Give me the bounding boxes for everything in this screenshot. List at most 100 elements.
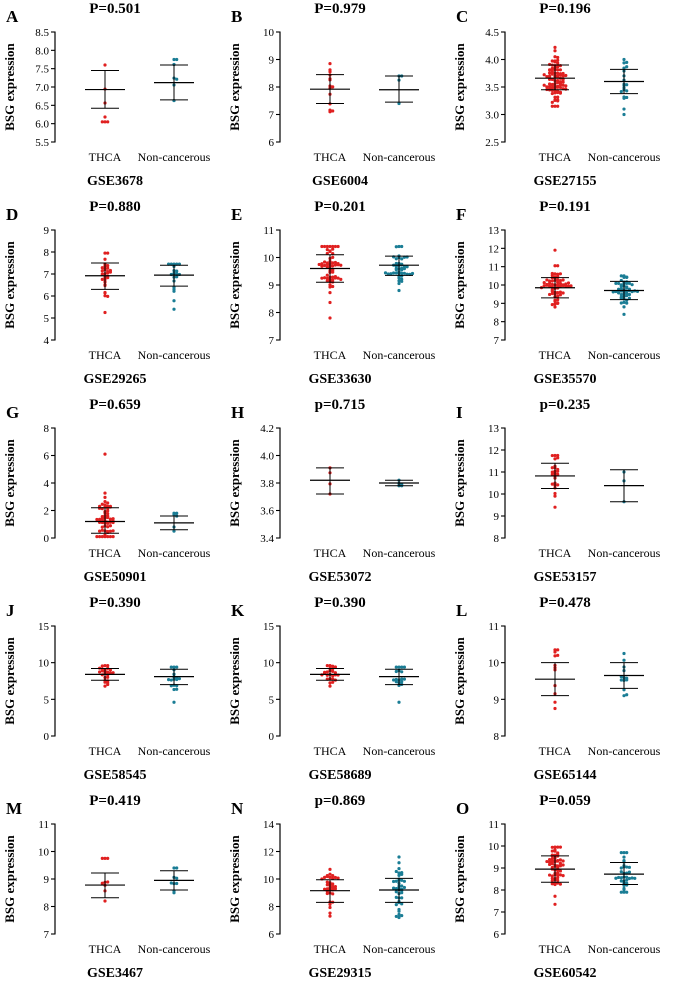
data-point <box>103 664 107 668</box>
data-point <box>397 912 401 917</box>
data-point <box>325 664 329 668</box>
x-category-label: Non-cancerous <box>588 546 661 560</box>
data-point <box>331 278 335 282</box>
y-tick-label: 7 <box>44 269 50 281</box>
data-point <box>106 120 110 124</box>
data-point <box>325 251 329 256</box>
y-tick-label: 10 <box>263 874 275 886</box>
data-point <box>550 845 554 849</box>
data-point <box>95 517 99 522</box>
data-point <box>106 670 110 674</box>
data-point <box>553 848 557 852</box>
data-point <box>622 96 626 100</box>
data-point <box>397 281 401 286</box>
y-tick-label: 6 <box>494 929 500 941</box>
x-category-label: THCA <box>89 546 122 560</box>
data-point <box>328 316 332 320</box>
x-category-label: Non-cancerous <box>138 546 211 560</box>
data-point <box>622 888 626 892</box>
y-tick-label: 13 <box>488 225 500 237</box>
data-point <box>558 85 562 90</box>
x-category-label: Non-cancerous <box>138 348 211 362</box>
dataset-label: GSE6004 <box>312 174 368 189</box>
data-point <box>400 679 404 684</box>
p-value-label: P=0.419 <box>89 793 140 809</box>
y-tick-label: 3.6 <box>260 506 274 518</box>
y-tick-label: 4 <box>44 478 50 490</box>
data-point <box>556 456 560 460</box>
y-tick-label: 15 <box>38 621 50 633</box>
data-point <box>614 281 618 285</box>
data-point <box>553 650 557 654</box>
data-point <box>558 279 562 283</box>
x-category-label: Non-cancerous <box>588 942 661 956</box>
panel-svg: F P=0.191 BSG expression 7 8 9 10 11 12 13 THCA Non… <box>452 199 661 387</box>
data-point <box>622 61 626 65</box>
data-point <box>392 271 396 275</box>
data-point <box>627 296 631 300</box>
data-point <box>328 911 332 915</box>
data-point <box>550 271 554 276</box>
data-point <box>328 867 332 871</box>
data-point <box>569 284 573 288</box>
data-point <box>331 85 335 89</box>
y-tick-label: 12 <box>488 445 499 457</box>
data-point <box>625 294 629 298</box>
data-point <box>625 883 629 887</box>
data-point <box>622 275 626 279</box>
data-point <box>622 300 626 304</box>
x-category-label: THCA <box>89 744 122 758</box>
data-point <box>550 104 554 108</box>
x-category-label: THCA <box>314 348 347 362</box>
data-point <box>625 693 629 697</box>
data-point <box>325 873 329 878</box>
data-point <box>175 866 179 870</box>
data-point <box>103 115 107 119</box>
data-point <box>630 876 634 880</box>
data-point <box>556 283 560 287</box>
data-point <box>561 74 565 78</box>
y-tick-label: 10 <box>38 658 50 670</box>
data-point <box>611 290 615 294</box>
data-point <box>619 284 623 288</box>
data-point <box>100 525 104 529</box>
data-point <box>172 700 176 704</box>
data-point <box>392 879 396 884</box>
y-tick-label: 7 <box>269 110 275 122</box>
data-point <box>323 670 327 674</box>
data-point <box>339 263 343 267</box>
x-category-label: Non-cancerous <box>138 942 211 956</box>
p-value-label: P=0.191 <box>539 199 590 215</box>
y-tick-label: 5.5 <box>35 137 49 149</box>
panel-letter: L <box>456 601 467 620</box>
data-point <box>397 244 401 249</box>
data-point <box>400 271 404 275</box>
panel-svg: E P=0.201 BSG expression 7 8 9 10 11 THCA Non-can… <box>227 199 436 387</box>
data-point <box>545 85 549 89</box>
dataset-label: GSE50901 <box>83 570 146 585</box>
data-point <box>627 876 631 881</box>
y-axis-label: BSG expression <box>227 834 242 922</box>
y-tick-label: 8 <box>494 317 500 329</box>
data-point <box>397 873 401 877</box>
data-point <box>548 71 552 75</box>
data-point <box>323 875 327 879</box>
data-point <box>108 268 112 273</box>
data-point <box>320 264 324 268</box>
data-point <box>558 272 562 276</box>
data-point <box>103 257 107 261</box>
data-point <box>550 849 554 853</box>
data-point <box>386 272 390 276</box>
data-point <box>100 514 104 519</box>
data-point <box>561 278 565 282</box>
data-point <box>169 665 173 669</box>
data-point <box>328 681 332 685</box>
data-point <box>397 276 401 280</box>
data-point <box>98 535 102 539</box>
x-category-label: Non-cancerous <box>363 150 436 164</box>
data-point <box>333 671 337 675</box>
data-point <box>103 503 107 507</box>
data-point <box>614 876 618 880</box>
data-point <box>566 284 571 288</box>
dataset-label: GSE58689 <box>308 768 371 783</box>
